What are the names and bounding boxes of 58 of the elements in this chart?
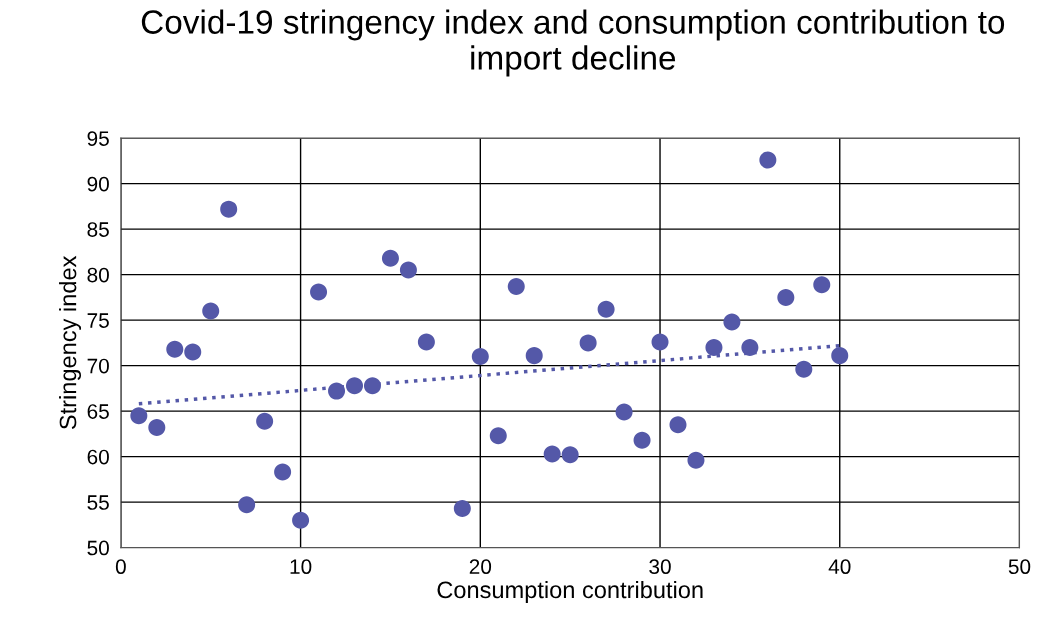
point (525, 347, 543, 365)
x-tick-label: 30 (649, 559, 671, 575)
y-tick-label: 65 (87, 404, 109, 419)
point (310, 283, 328, 301)
point (687, 451, 705, 469)
y-axis-title: Stringency index (59, 255, 82, 430)
point (813, 276, 831, 294)
point (669, 416, 687, 434)
point (705, 338, 723, 356)
point (381, 249, 399, 267)
point (130, 407, 148, 425)
point (399, 261, 417, 279)
y-tick-label: 60 (87, 449, 109, 465)
point (346, 377, 364, 395)
point (561, 446, 579, 464)
point (795, 360, 813, 378)
y-tick-label: 90 (87, 176, 109, 192)
point (507, 277, 525, 295)
point (363, 377, 381, 395)
point (741, 338, 759, 356)
point (615, 403, 633, 421)
point (579, 334, 597, 352)
point (543, 445, 561, 463)
y-tick-label: 70 (87, 358, 109, 374)
y-tick-label: 75 (87, 313, 109, 328)
point (453, 499, 471, 517)
point (184, 343, 202, 361)
point (777, 288, 795, 306)
x-axis-title: Consumption contribution (437, 580, 703, 603)
point (220, 200, 238, 218)
point (759, 151, 777, 169)
point (148, 419, 166, 437)
x-tick-label: 50 (1008, 559, 1031, 575)
point (328, 382, 346, 400)
point (471, 348, 489, 366)
y-tick-label: 85 (87, 222, 109, 237)
point (256, 412, 274, 430)
chart-title: Covid-19 stringency index and consumption contribution to import decline (141, 9, 1005, 77)
point (633, 431, 651, 449)
y-tick-label: 95 (87, 131, 109, 146)
y-tick-label: 50 (87, 540, 109, 556)
x-tick-label: 20 (469, 559, 492, 575)
point (292, 511, 310, 529)
y-tick-label: 80 (87, 267, 109, 283)
x-tick-label: 10 (290, 559, 312, 575)
point (651, 333, 669, 351)
point (166, 340, 184, 358)
x-tick-label: 0 (115, 559, 126, 575)
point (831, 347, 849, 365)
point (723, 313, 741, 331)
point (597, 300, 615, 318)
point (489, 427, 507, 445)
point (274, 463, 292, 481)
x-tick-label: 40 (828, 559, 851, 575)
point (202, 302, 220, 320)
point (417, 333, 435, 351)
point (238, 496, 256, 514)
y-tick-label: 55 (87, 495, 109, 510)
